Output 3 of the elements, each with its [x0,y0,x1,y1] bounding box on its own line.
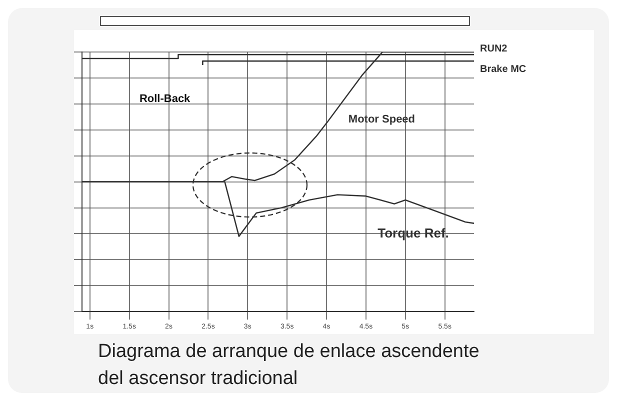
series-label: Brake MC [480,64,526,75]
text: Diagrama de arranque de enlace ascendente del ascensor tradicional [98,340,480,391]
series-label: RUN2 [480,43,508,54]
